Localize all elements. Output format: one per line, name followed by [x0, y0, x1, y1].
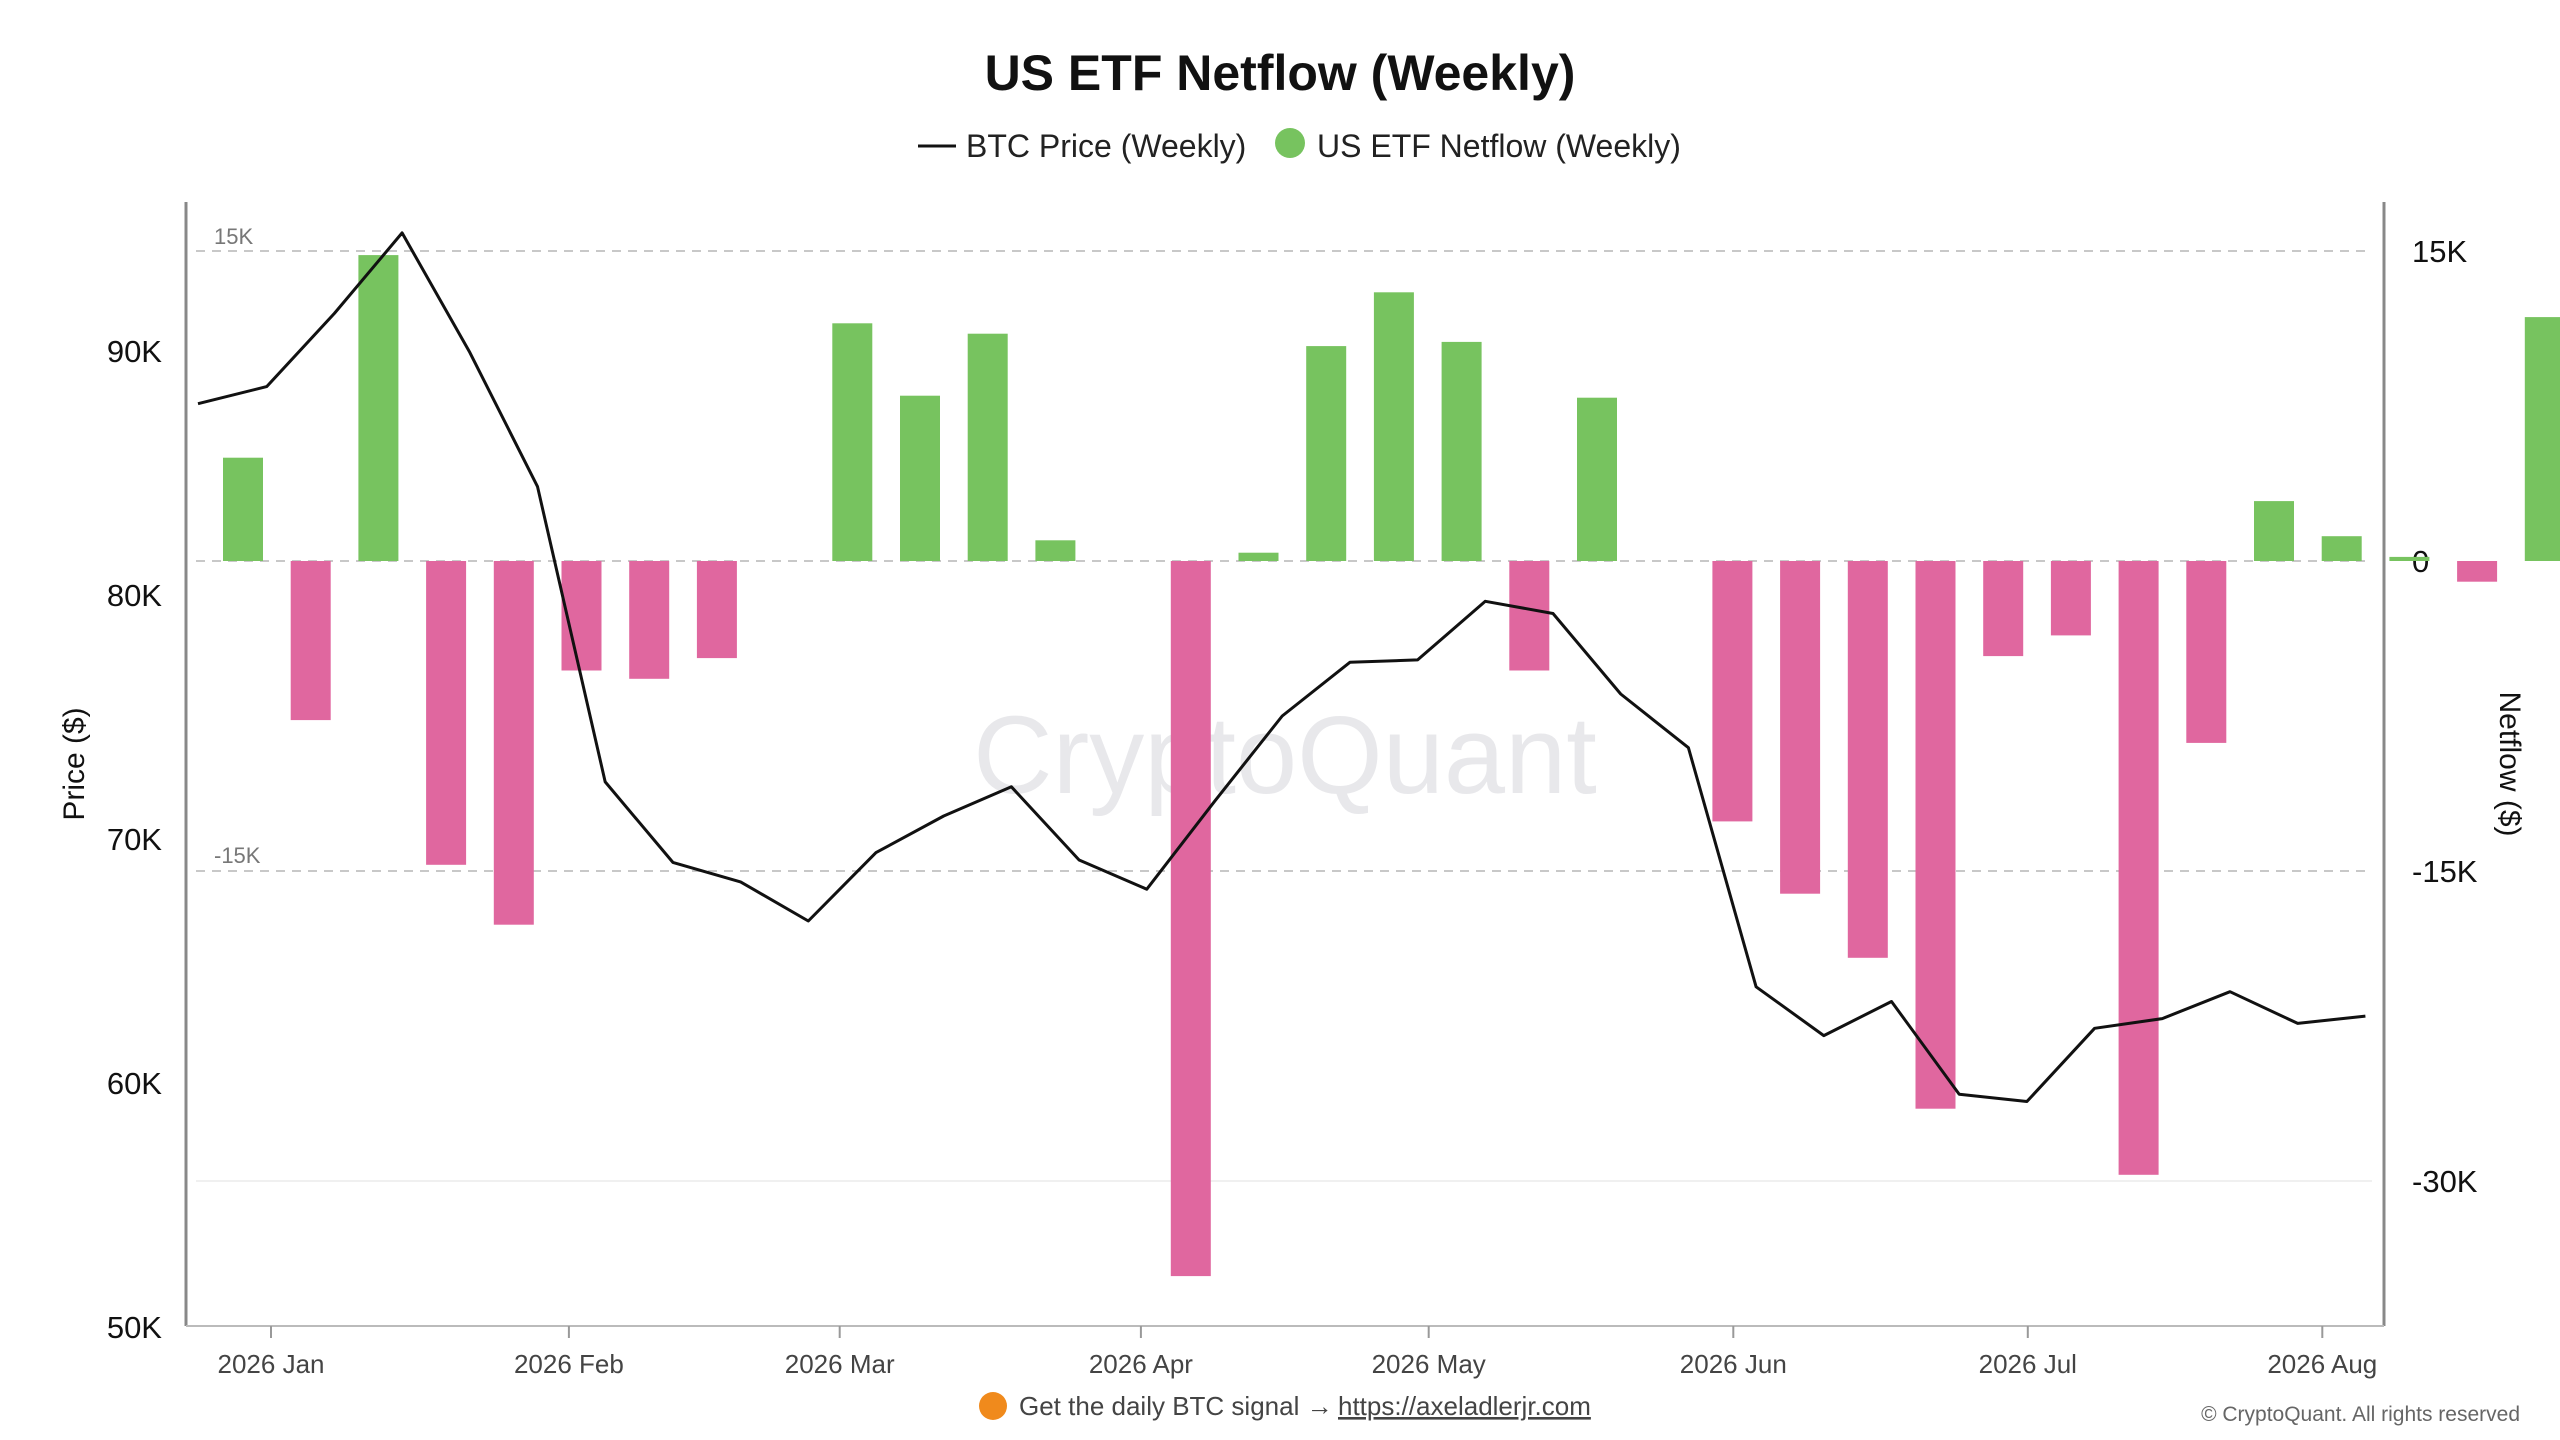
- netflow-bar: [1373, 292, 1414, 561]
- right-tick-minus-15k: -15K: [2412, 854, 2478, 889]
- netflow-bar: [1238, 552, 1279, 561]
- netflow-bar: [358, 255, 399, 561]
- x-tick-label: 2026 Feb: [514, 1349, 624, 1379]
- netflow-bar: [1035, 540, 1076, 561]
- netflow-bar: [900, 395, 940, 561]
- left-axis-title: Price ($): [58, 707, 91, 820]
- netflow-bar: [696, 561, 737, 659]
- ref-label-minus-15k: -15K: [214, 843, 261, 868]
- footer: Get the daily BTC signal → https://axela…: [979, 1391, 2520, 1426]
- ref-label-15k: 15K: [214, 224, 253, 249]
- netflow-bars: [223, 255, 2560, 1277]
- legend: BTC Price (Weekly) US ETF Netflow (Weekl…: [918, 128, 1681, 164]
- netflow-bar: [2457, 561, 2498, 582]
- netflow-bar: [2524, 317, 2560, 561]
- legend-entry-netflow: US ETF Netflow (Weekly): [1317, 128, 1681, 164]
- x-tick-label: 2026 Jul: [1979, 1349, 2077, 1379]
- netflow-bar: [2050, 561, 2091, 636]
- price-line-layer: [197, 231, 2366, 1103]
- netflow-bar: [493, 561, 534, 925]
- left-tick-60k: 60K: [107, 1066, 162, 1101]
- netflow-bar: [2186, 561, 2227, 743]
- netflow-bar: [1712, 561, 1753, 822]
- left-tick-50k: 50K: [107, 1310, 162, 1345]
- left-tick-70k: 70K: [107, 822, 162, 857]
- left-tick-80k: 80K: [107, 578, 162, 613]
- netflow-bar: [1983, 561, 2024, 657]
- netflow-bar: [1306, 346, 1347, 561]
- legend-entry-price: BTC Price (Weekly): [966, 128, 1246, 164]
- x-tick-label: 2026 Jan: [218, 1349, 325, 1379]
- netflow-bar: [2118, 561, 2159, 1175]
- x-tick-label: 2026 May: [1372, 1349, 1486, 1379]
- netflow-bar: [426, 561, 467, 865]
- copyright-text: © CryptoQuant. All rights reserved: [2201, 1403, 2520, 1426]
- netflow-bar: [1170, 561, 1211, 1277]
- netflow-bar: [1847, 561, 1888, 958]
- x-tick-label: 2026 Mar: [785, 1349, 895, 1379]
- x-tick-label: 2026 Aug: [2267, 1349, 2377, 1379]
- footer-promo-text: Get the daily BTC signal →: [1019, 1391, 1333, 1421]
- netflow-bar: [2254, 501, 2294, 561]
- netflow-bar: [1441, 341, 1482, 561]
- right-tick-zero: 0: [2412, 544, 2429, 579]
- right-axis-title: Netflow ($): [2493, 691, 2526, 836]
- right-tick-minus-30k: -30K: [2412, 1164, 2478, 1199]
- netflow-bar: [1509, 561, 1550, 671]
- x-tick-label: 2026 Jun: [1680, 1349, 1787, 1379]
- netflow-bar: [1915, 561, 1956, 1109]
- chart-title: US ETF Netflow (Weekly): [985, 45, 1576, 101]
- legend-dot-swatch: [1275, 128, 1305, 158]
- netflow-bar: [967, 333, 1008, 561]
- footer-promo-link[interactable]: https://axeladlerjr.com: [1338, 1391, 1591, 1421]
- left-y-ticks: 50K 60K 70K 80K 90K: [107, 334, 162, 1345]
- netflow-bar: [223, 457, 263, 561]
- right-y-ticks: -30K -15K 0 15K: [2412, 234, 2478, 1199]
- netflow-bar: [2321, 536, 2362, 561]
- x-tick-label: 2026 Apr: [1089, 1349, 1193, 1379]
- right-tick-15k: 15K: [2412, 234, 2467, 269]
- netflow-bar: [1780, 561, 1821, 894]
- signal-icon: [979, 1392, 1007, 1420]
- netflow-bar: [1577, 397, 1617, 561]
- netflow-bar: [832, 323, 873, 561]
- netflow-bar: [290, 561, 331, 721]
- netflow-bar: [629, 561, 670, 679]
- left-tick-90k: 90K: [107, 334, 162, 369]
- btc-price-line: [197, 231, 2366, 1103]
- x-axis-ticks: 2026 Jan 2026 Feb 2026 Mar 2026 Apr 2026 May…: [218, 1326, 2377, 1379]
- netflow-bar: [2389, 556, 2430, 561]
